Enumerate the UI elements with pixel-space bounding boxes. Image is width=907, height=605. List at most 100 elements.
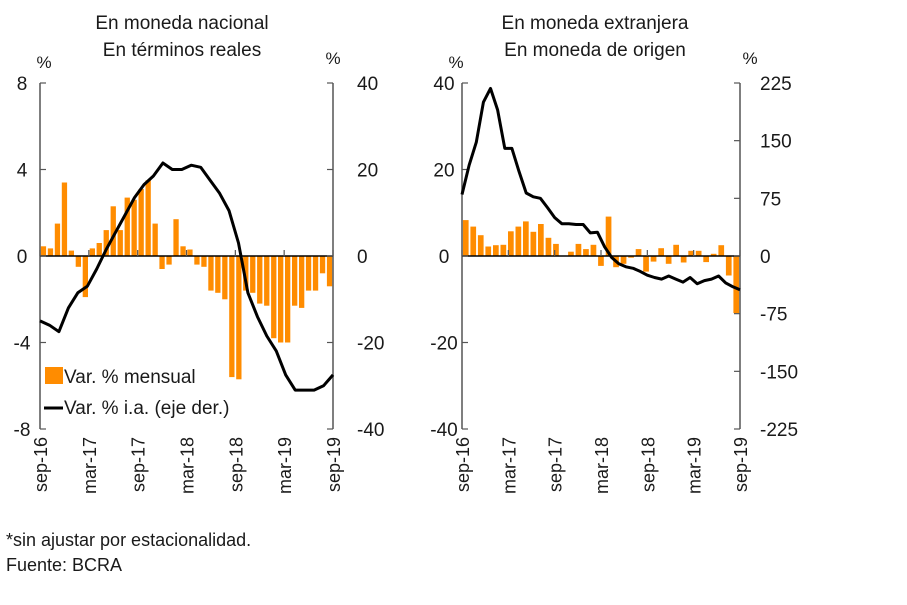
bar [658, 248, 664, 256]
bar-series-mensual [40, 180, 333, 380]
bar [583, 249, 589, 256]
bar-series-mensual [462, 216, 740, 314]
left-axis-unit: % [36, 53, 51, 72]
legend-line-label: Var. % i.a. (eje der.) [64, 398, 229, 419]
bar [229, 256, 235, 378]
bar [138, 189, 144, 256]
bar [718, 245, 725, 256]
chart-title-line-2: En moneda de origen [504, 40, 686, 61]
bar [538, 224, 544, 256]
x-tick-label: sep-16 [31, 437, 51, 492]
source-note: Fuente: BCRA [6, 555, 123, 575]
left-tick-label: -8 [14, 420, 31, 441]
bar [680, 256, 687, 263]
bar [187, 249, 193, 256]
left-tick-label: 0 [17, 247, 28, 268]
bar [173, 219, 179, 256]
bar [598, 256, 604, 266]
left-tick-labels: 8 4 0 -4 -8 [14, 74, 31, 441]
left-tick-label: 40 [433, 74, 454, 95]
bar [673, 244, 679, 256]
right-tick-label: -75 [760, 305, 787, 326]
bar [326, 256, 333, 287]
bar [462, 220, 469, 256]
bar [733, 256, 740, 314]
x-tick-label: mar-18 [592, 437, 612, 494]
bar [159, 256, 165, 269]
bar [201, 256, 207, 267]
bar [47, 248, 54, 256]
right-tick-label: 225 [760, 74, 792, 95]
bar [553, 243, 559, 256]
footnote: *sin ajustar por estacionalidad. [6, 530, 252, 550]
bar [124, 197, 130, 256]
x-tick-label: sep-17 [129, 437, 149, 492]
right-tick-labels: 225 150 75 0 -75 -150 -225 [760, 74, 798, 441]
bar [166, 256, 172, 265]
bar [61, 182, 68, 256]
panel-moneda-nacional: En moneda nacional En términos reales % … [14, 13, 385, 494]
bar [75, 256, 81, 267]
legend-bar-label: Var. % mensual [64, 367, 196, 388]
bar [82, 256, 88, 298]
bar [278, 256, 284, 343]
bar [257, 256, 263, 304]
left-tick-label: -20 [430, 334, 457, 355]
bar [89, 248, 95, 256]
x-tick-labels: sep-16 mar-17 sep-17 mar-18 sep-18 mar-19 sep-… [453, 437, 751, 494]
bar [643, 256, 649, 272]
line-series-ia [460, 86, 741, 292]
x-tick-label: mar-19 [275, 437, 295, 494]
right-tick-label: 0 [357, 247, 368, 268]
bar [523, 221, 529, 256]
bar [312, 256, 319, 291]
left-tick-labels: 40 20 0 -20 -40 [430, 74, 457, 441]
bar [545, 237, 552, 256]
bar [54, 223, 61, 256]
left-tick-label: -40 [430, 420, 457, 441]
left-tick-label: 20 [433, 161, 454, 182]
right-tick-label: 150 [760, 132, 792, 153]
bar [485, 246, 492, 256]
legend: Var. % mensual Var. % i.a. (eje der.) [44, 367, 229, 419]
bar [500, 244, 507, 256]
chart-title-line-1: En moneda extranjera [502, 13, 689, 34]
bar [194, 256, 200, 265]
right-tick-labels: 40 20 0 -20 -40 [357, 74, 384, 441]
x-tick-label: mar-18 [178, 437, 198, 494]
bar [271, 256, 277, 339]
x-tick-label: sep-18 [226, 437, 246, 492]
x-tick-label: sep-18 [638, 437, 658, 492]
x-tick-label: sep-19 [324, 437, 344, 492]
chart-title-line-1: En moneda nacional [95, 13, 268, 34]
bar [152, 223, 158, 256]
axes [39, 82, 334, 430]
bar [145, 180, 151, 256]
bar [250, 256, 256, 293]
x-tick-label: mar-19 [685, 437, 705, 494]
legend-bar-swatch [45, 367, 63, 384]
bar [515, 226, 522, 256]
bar [710, 253, 717, 256]
bar [110, 206, 116, 256]
left-tick-label: 4 [17, 161, 28, 182]
bar [568, 251, 574, 256]
bar [590, 244, 597, 256]
bar [208, 256, 214, 291]
bar [605, 216, 612, 256]
right-tick-label: -40 [357, 420, 384, 441]
bar [180, 246, 186, 256]
bar [575, 243, 582, 256]
right-tick-label: -20 [357, 334, 384, 355]
panel-moneda-extranjera: En moneda extranjera En moneda de origen… [430, 13, 798, 494]
axes [461, 82, 741, 430]
left-axis-unit: % [448, 53, 463, 72]
bar [635, 249, 642, 256]
bar [299, 256, 305, 308]
bar [688, 250, 694, 256]
x-tick-label: sep-16 [453, 437, 473, 492]
bar [650, 256, 657, 262]
bar [725, 256, 732, 276]
bar [264, 256, 270, 306]
